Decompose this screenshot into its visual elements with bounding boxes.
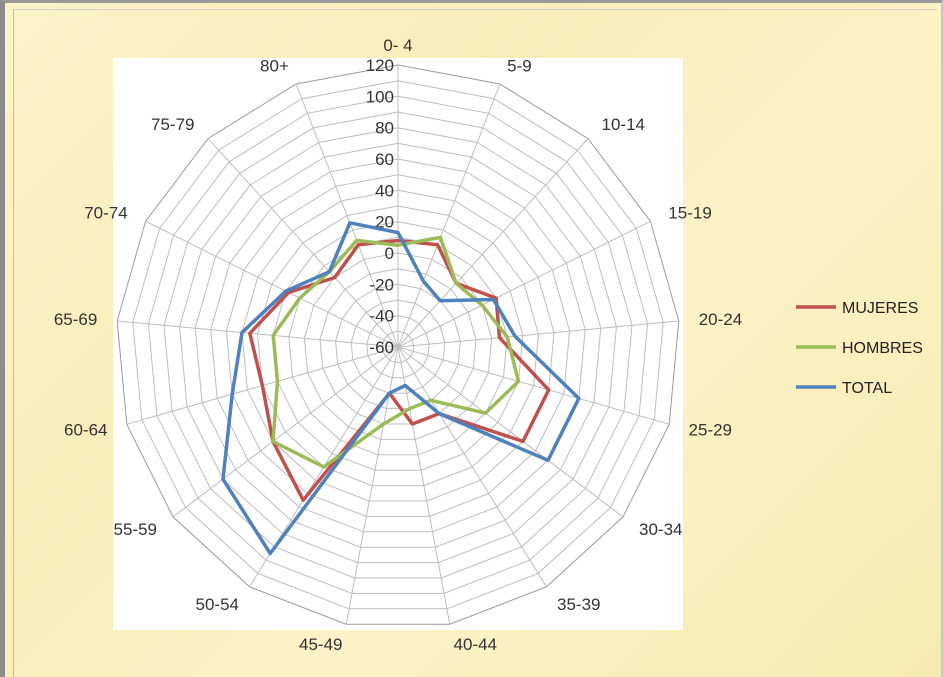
category-label: 10-14 (602, 115, 645, 134)
category-label: 65-69 (54, 310, 97, 329)
category-label: 5-9 (507, 56, 532, 75)
category-label: 30-34 (639, 520, 682, 539)
category-label: 75-79 (151, 115, 194, 134)
tick-label: 60 (375, 150, 394, 169)
series-line-mujeres (248, 238, 551, 502)
grid-ring (335, 283, 461, 410)
category-label: 35-39 (557, 595, 600, 614)
spoke-line (397, 346, 670, 425)
tick-label: 80 (375, 119, 394, 138)
tick-label: 100 (366, 87, 394, 106)
spoke-line (397, 138, 589, 348)
grid-ring (381, 330, 415, 363)
grid-ring (225, 174, 571, 517)
grid-ring (272, 221, 524, 471)
category-label: 55-59 (114, 520, 157, 539)
category-label: 80+ (260, 56, 289, 75)
spoke-line (397, 346, 547, 588)
legend-label: HOMBRES (842, 340, 923, 357)
tick-label: 0 (385, 244, 394, 263)
radar-spokes (117, 65, 679, 625)
grid-ring (147, 95, 649, 594)
grid-ring (241, 189, 555, 502)
tick-label: 40 (375, 181, 394, 200)
spoke-line (397, 346, 451, 625)
tick-label: -60 (369, 338, 394, 357)
spoke-line (397, 220, 651, 348)
spoke-line (295, 83, 399, 348)
tick-label: -40 (369, 307, 394, 326)
radial-tick-labels: 120 100 80 60 40 20 0 -20 -40 -60 (366, 56, 394, 357)
category-label: 45-49 (299, 635, 342, 654)
category-label: 50-54 (196, 595, 239, 614)
spoke-line (397, 320, 679, 348)
tick-label: 20 (375, 213, 394, 232)
grid-ring (116, 64, 680, 625)
category-label: 15-19 (668, 203, 711, 222)
legend: MUJERES HOMBRES TOTAL (796, 300, 923, 397)
grid-ring (257, 205, 539, 487)
grid-ring (163, 111, 633, 579)
spoke-line (397, 346, 624, 518)
chart-area-border (13, 9, 937, 677)
category-label: 40-44 (454, 635, 497, 654)
data-series (221, 221, 581, 556)
category-label: 20-24 (699, 310, 742, 329)
tick-label: -20 (369, 275, 394, 294)
spoke-line (207, 138, 399, 348)
grid-ring (179, 127, 617, 564)
category-label: 60-64 (64, 421, 107, 440)
grid-ring (210, 158, 586, 533)
category-label: 25-29 (689, 421, 732, 440)
grid-ring (366, 315, 430, 379)
legend-label: TOTAL (842, 380, 892, 397)
spoke-line (172, 346, 399, 518)
grid-ring (194, 142, 602, 548)
spoke-line (117, 320, 399, 348)
grid-ring (350, 299, 446, 394)
grid-ring (319, 268, 477, 425)
legend-label: MUJERES (842, 300, 918, 317)
radar-grid (116, 64, 680, 625)
spoke-line (145, 220, 399, 348)
category-labels: 0- 45-910-1415-1920-2425-2930-3435-3940-… (54, 36, 742, 654)
tick-label: 120 (366, 56, 394, 75)
category-label: 0- 4 (383, 36, 412, 55)
series-line-total (221, 221, 581, 556)
grid-ring (132, 80, 664, 610)
spoke-line (397, 83, 501, 348)
category-label: 70-74 (84, 203, 127, 222)
